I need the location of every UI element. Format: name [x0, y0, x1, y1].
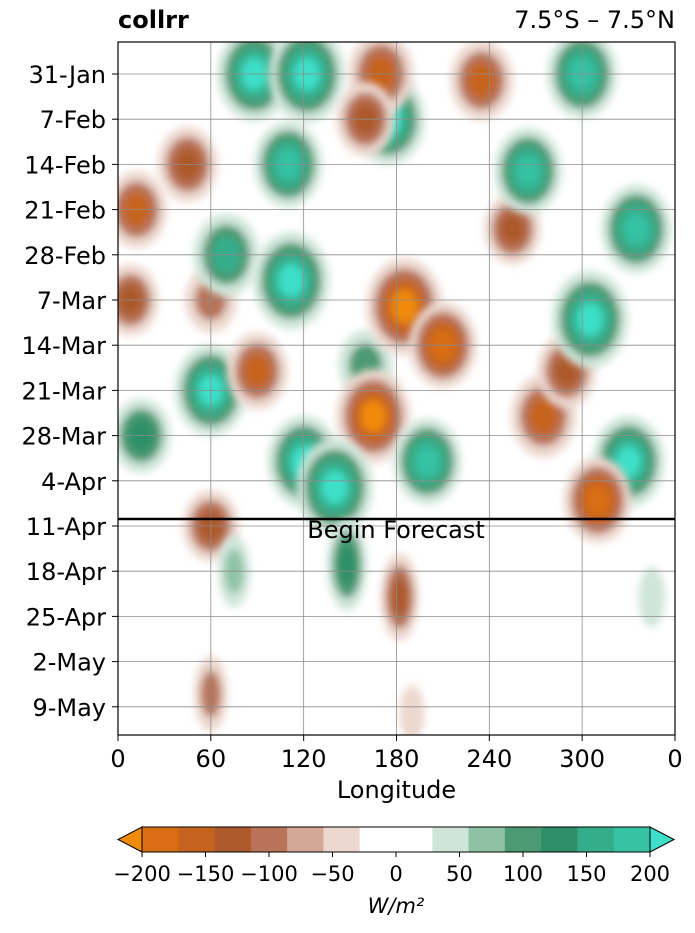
anomaly-blob: [226, 332, 288, 410]
y-tick-label: 9-May: [32, 694, 106, 722]
anomaly-blob: [510, 374, 577, 458]
y-tick-label: 31-Jan: [28, 61, 106, 89]
region-label: 7.5°S – 7.5°N: [514, 6, 675, 34]
colorbar-tick-label: −150: [177, 862, 235, 886]
anomaly-blob: [563, 457, 632, 544]
anomaly-blob: [638, 567, 666, 628]
colorbar-tick-label: −100: [240, 862, 298, 886]
colorbar-bin: [142, 827, 179, 852]
y-tick-label: 28-Feb: [24, 242, 106, 270]
anomaly-blob: [551, 270, 629, 368]
y-tick-label: 2-May: [32, 649, 106, 677]
x-tick-label: 60: [196, 745, 227, 773]
y-tick-label: 4-Apr: [41, 468, 106, 496]
colorbar-tick-label: 200: [630, 862, 670, 886]
colorbar-tick-label: −200: [113, 862, 171, 886]
colorbar-bin: [613, 827, 651, 852]
y-tick-label: 14-Feb: [24, 151, 106, 179]
anomaly-blob: [399, 685, 425, 735]
y-tick-label: 7-Mar: [37, 287, 106, 315]
forecast-label: Begin Forecast: [307, 516, 485, 544]
colorbar-bin: [214, 827, 252, 852]
colorbar-tick-label: 0: [389, 862, 402, 886]
colorbar-tick-label: 50: [446, 862, 473, 886]
anomaly-blob: [157, 126, 218, 203]
colorbar-tick-label: 150: [566, 862, 606, 886]
colorbar-bin: [250, 827, 288, 852]
y-tick-label: 11-Apr: [26, 513, 106, 541]
colorbar-extend-max: [649, 826, 676, 853]
colorbar-bin: [178, 827, 216, 852]
y-tick-label: 18-Apr: [26, 558, 106, 586]
anomaly-blob: [336, 369, 411, 464]
x-tick-label: 180: [374, 745, 420, 773]
colorbar-extend-min: [116, 826, 143, 853]
colorbar-tick-label: −50: [310, 862, 354, 886]
y-tick-label: 14-Mar: [22, 332, 107, 360]
y-tick-label: 28-Mar: [22, 423, 107, 451]
colorbar-bin: [359, 827, 397, 852]
anomaly-blob: [326, 518, 367, 611]
anomaly-blob: [393, 418, 462, 505]
x-axis-label: Longitude: [337, 776, 456, 804]
colorbar-bin: [323, 827, 361, 852]
x-tick-label: 120: [281, 745, 327, 773]
chart-title: collrr: [118, 6, 189, 34]
colorbar-bin: [468, 827, 506, 852]
colorbar-bin: [287, 827, 324, 852]
x-tick-label: 240: [466, 745, 512, 773]
anomaly-blob: [253, 232, 330, 330]
x-tick-label: 300: [559, 745, 605, 773]
anomaly-blob: [296, 438, 373, 536]
colorbar-bin: [504, 827, 542, 852]
colorbar-bin: [541, 827, 578, 852]
y-tick-label: 21-Mar: [22, 377, 107, 405]
anomaly-blob: [601, 184, 672, 274]
x-tick-label: 0: [110, 745, 125, 773]
anomaly-blob: [380, 553, 419, 642]
colorbar-bin: [577, 827, 615, 852]
y-tick-label: 21-Feb: [24, 197, 106, 225]
colorbar-label: W/m²: [368, 894, 425, 918]
y-tick-label: 7-Feb: [40, 106, 106, 134]
x-tick-label: 0: [667, 745, 682, 773]
y-tick-label: 25-Apr: [26, 603, 106, 631]
anomaly-blob: [450, 42, 514, 121]
colorbar-bin: [396, 827, 433, 852]
anomaly-blob: [494, 127, 562, 214]
colorbar-tick-label: 100: [503, 862, 543, 886]
colorbar-bin: [432, 827, 470, 852]
